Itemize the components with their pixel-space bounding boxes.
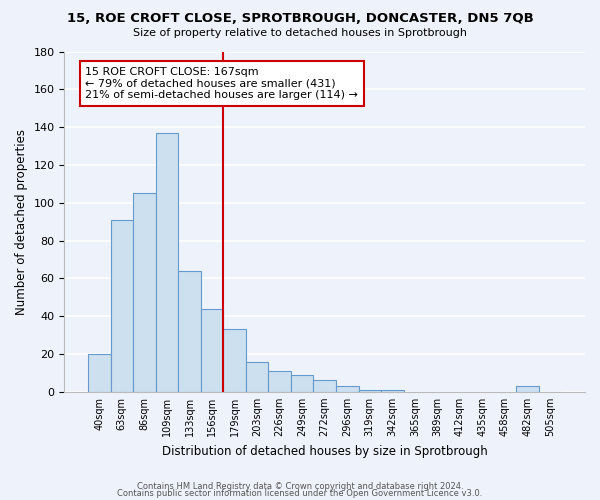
Text: Size of property relative to detached houses in Sprotbrough: Size of property relative to detached ho…: [133, 28, 467, 38]
Bar: [516, 386, 539, 392]
X-axis label: Distribution of detached houses by size in Sprotbrough: Distribution of detached houses by size …: [162, 444, 488, 458]
Bar: [178, 271, 201, 392]
Text: 15 ROE CROFT CLOSE: 167sqm
← 79% of detached houses are smaller (431)
21% of sem: 15 ROE CROFT CLOSE: 167sqm ← 79% of deta…: [85, 67, 358, 100]
Text: Contains public sector information licensed under the Open Government Licence v3: Contains public sector information licen…: [118, 489, 482, 498]
Bar: [155, 133, 178, 392]
Text: Contains HM Land Registry data © Crown copyright and database right 2024.: Contains HM Land Registry data © Crown c…: [137, 482, 463, 491]
Bar: [336, 386, 359, 392]
Bar: [201, 308, 223, 392]
Bar: [223, 330, 246, 392]
Bar: [359, 390, 381, 392]
Bar: [268, 371, 291, 392]
Bar: [246, 362, 268, 392]
Bar: [133, 194, 155, 392]
Bar: [291, 375, 313, 392]
Bar: [381, 390, 404, 392]
Bar: [110, 220, 133, 392]
Bar: [88, 354, 110, 392]
Y-axis label: Number of detached properties: Number of detached properties: [15, 128, 28, 314]
Bar: [313, 380, 336, 392]
Text: 15, ROE CROFT CLOSE, SPROTBROUGH, DONCASTER, DN5 7QB: 15, ROE CROFT CLOSE, SPROTBROUGH, DONCAS…: [67, 12, 533, 26]
